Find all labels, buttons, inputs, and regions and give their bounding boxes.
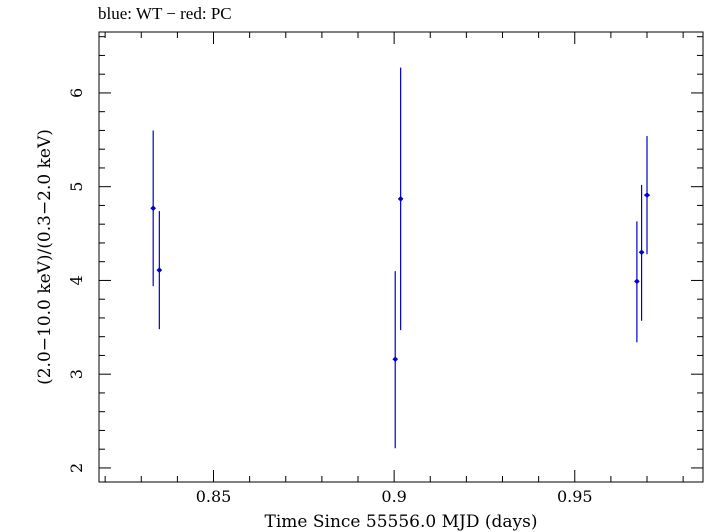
data-point: [156, 211, 163, 330]
plot-frame: [98, 31, 704, 483]
data-point: [644, 136, 650, 255]
point-marker: [634, 278, 640, 285]
y-tick-label: 2: [67, 463, 86, 473]
data-point: [150, 130, 157, 287]
point-marker: [150, 205, 157, 212]
chart-title: blue: WT − red: PC: [98, 4, 232, 23]
x-tick-label: 0.85: [196, 487, 232, 506]
x-tick-label: 0.9: [381, 487, 406, 506]
y-tick-label: 5: [67, 182, 86, 192]
point-marker: [397, 196, 404, 202]
axis-ticks: 0.85 0.9 0.95 2 3 4 5 6: [67, 32, 703, 506]
y-tick-label: 6: [67, 88, 86, 98]
y-tick-label: 4: [67, 275, 86, 285]
x-axis-label: Time Since 55556.0 MJD (days): [265, 512, 538, 532]
point-marker: [392, 356, 399, 363]
data-point: [634, 221, 640, 343]
point-marker: [156, 267, 163, 273]
x-tick-label: 0.95: [557, 487, 593, 506]
point-marker: [644, 192, 650, 198]
data-point: [392, 271, 399, 449]
data-point: [638, 184, 645, 321]
y-axis-label: (2.0−10.0 keV)/(0.3−2.0 keV): [35, 129, 55, 385]
y-tick-label: 3: [67, 369, 86, 379]
data-points: [150, 67, 650, 449]
point-marker: [638, 249, 645, 256]
data-point: [397, 67, 404, 331]
plot-border: [98, 31, 704, 483]
